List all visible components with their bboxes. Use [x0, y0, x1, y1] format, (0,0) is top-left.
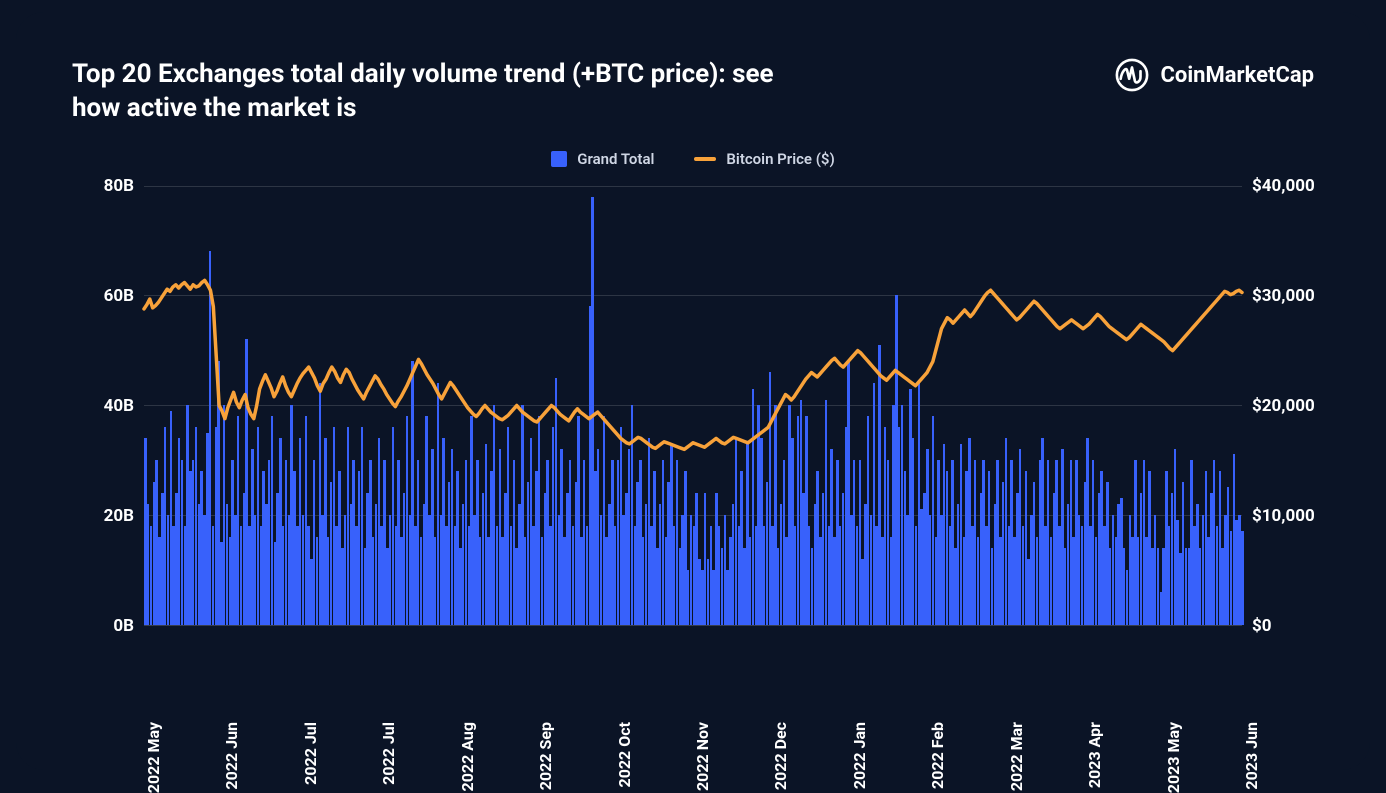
chart-title: Top 20 Exchanges total daily volume tren… [72, 58, 792, 126]
legend-item-bar: Grand Total [551, 150, 654, 168]
x-axis-label: 2022 May [144, 722, 163, 793]
brand-label: CoinMarketCap [1161, 63, 1314, 88]
y-left-tick: 0B [113, 616, 134, 636]
legend-item-line: Bitcoin Price ($) [694, 150, 834, 168]
y-right-tick: $10,000 [1252, 506, 1315, 526]
brand: CoinMarketCap [1115, 58, 1314, 92]
y-left-tick: 40B [104, 396, 134, 416]
x-axis-label: 2022 Aug [458, 722, 477, 791]
y-right-tick: $30,000 [1252, 286, 1315, 306]
y-left-tick: 20B [104, 506, 134, 526]
x-axis-label: 2022 Nov [693, 722, 712, 791]
x-axis-label: 2022 Jul [301, 722, 320, 785]
legend-bar-label: Grand Total [577, 150, 654, 168]
y-right-tick: $40,000 [1252, 176, 1315, 196]
x-axis-label: 2022 Jun [222, 722, 241, 790]
y-axis-left: 0B20B40B60B80B [72, 186, 144, 626]
x-axis-label: 2022 Jan [850, 722, 869, 789]
y-right-tick: $20,000 [1252, 396, 1315, 416]
btc-line [144, 186, 1242, 625]
x-axis-label: 2022 Oct [615, 722, 634, 787]
legend-line-label: Bitcoin Price ($) [726, 150, 834, 168]
coinmarketcap-icon [1115, 58, 1149, 92]
x-axis-label: 2022 Sep [536, 722, 555, 790]
y-left-tick: 80B [104, 176, 134, 196]
chart: 0B20B40B60B80B $0$10,000$20,000$30,000$4… [72, 186, 1314, 706]
bar-swatch-icon [551, 151, 567, 167]
x-axis-label: 2023 May [1164, 722, 1183, 793]
header: Top 20 Exchanges total daily volume tren… [72, 58, 1314, 126]
x-axis-label: 2022 Feb [928, 722, 947, 789]
y-axis-right: $0$10,000$20,000$30,000$40,000 [1242, 186, 1314, 626]
y-left-tick: 60B [104, 286, 134, 306]
x-axis-label: 2022 Jul [379, 722, 398, 785]
line-swatch-icon [694, 157, 716, 161]
y-right-tick: $0 [1252, 616, 1272, 636]
plot-area [144, 186, 1242, 626]
x-axis-label: 2022 Dec [771, 722, 790, 790]
chart-card: Top 20 Exchanges total daily volume tren… [16, 12, 1370, 770]
x-axis-label: 2022 Mar [1007, 722, 1026, 791]
x-axis-label: 2023 Apr [1085, 722, 1104, 788]
legend: Grand Total Bitcoin Price ($) [72, 150, 1314, 168]
x-axis-label: 2023 Jun [1242, 722, 1261, 790]
